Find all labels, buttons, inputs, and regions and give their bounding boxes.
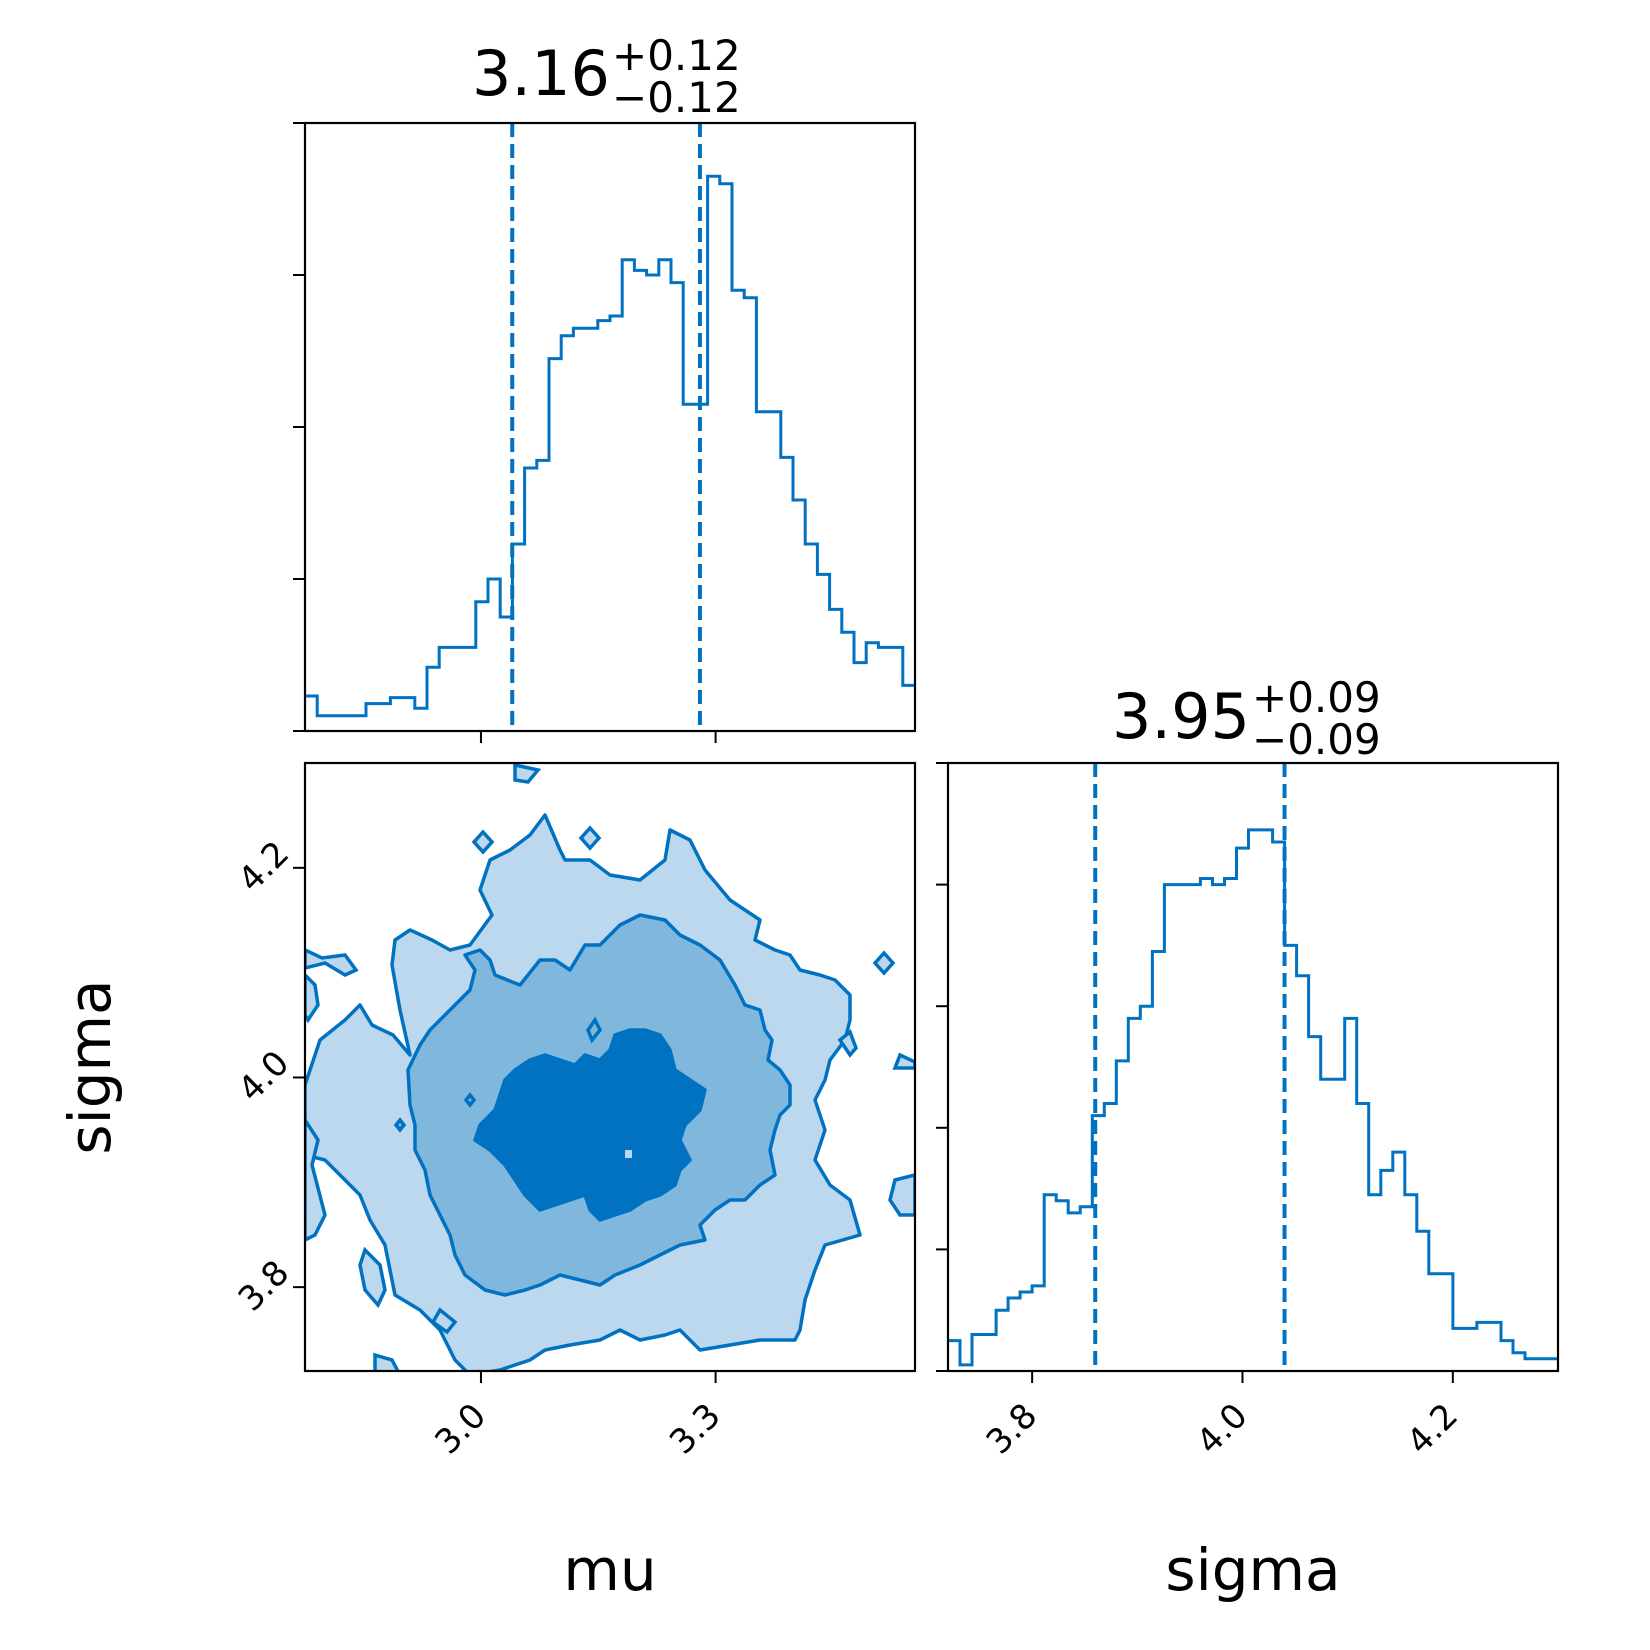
- x-tick-label: 3.8: [979, 1396, 1046, 1463]
- x-tick-label: 4.2: [1399, 1396, 1466, 1463]
- histogram-step-line: [948, 828, 1558, 1367]
- contour-outer-blob: [305, 1116, 327, 1242]
- sigma-histogram-panel: 3.95 +0.09 −0.09 3.8 4.0 4.2 sigma: [936, 673, 1560, 1604]
- contour-middle-blob: [586, 1016, 603, 1044]
- contour-outer-blob: [578, 825, 602, 851]
- sigma-title-minus: −0.09: [1252, 715, 1381, 764]
- mu-histogram-panel: 3.16 +0.12 −0.12: [293, 31, 917, 743]
- contour-middle-blob: [393, 1117, 407, 1133]
- contour-middle-blob: [463, 1092, 477, 1108]
- joint-contour-panel: 3.0 3.3 3.8 4.0 4.2 mu sigma: [56, 761, 917, 1604]
- sigma-histogram-ticks: 3.8 4.0 4.2: [936, 762, 1466, 1463]
- mu-title-plus: +0.12: [612, 31, 741, 80]
- contour-outer-blob: [892, 1052, 915, 1070]
- joint-ylabel: sigma: [56, 979, 124, 1154]
- contour-outer-blob: [430, 1307, 458, 1335]
- mu-histogram-frame: [303, 121, 917, 733]
- contour-outer-blob: [373, 1352, 400, 1371]
- contour-outer-blob: [305, 948, 359, 977]
- y-tick-label: 4.2: [231, 834, 298, 901]
- mu-histogram: [305, 123, 915, 731]
- contour-outer-blob: [305, 972, 320, 1024]
- sigma-histogram-frame: [946, 761, 1560, 1373]
- y-tick-label: 4.0: [231, 1043, 298, 1110]
- mu-title-value: 3.16: [472, 37, 610, 110]
- joint-contour-frame: [303, 761, 917, 1373]
- histogram-step-line: [305, 174, 915, 718]
- contour-outer-blob: [872, 950, 896, 976]
- mu-title-minus: −0.12: [612, 73, 741, 122]
- x-tick-label: 3.3: [662, 1396, 729, 1463]
- sigma-histogram: [948, 763, 1558, 1371]
- contour-inner-hole: [625, 1150, 632, 1158]
- sigma-xlabel: sigma: [1165, 1536, 1340, 1604]
- joint-contours: [305, 763, 915, 1371]
- contour-inner: [473, 1028, 707, 1222]
- contour-outer-blob: [358, 1246, 387, 1309]
- contour-outer-blob: [471, 829, 495, 855]
- contour-inner-hole: [600, 1035, 608, 1045]
- contour-outer-blob: [837, 1029, 859, 1058]
- sigma-title-plus: +0.09: [1252, 673, 1381, 722]
- y-tick-label: 3.8: [231, 1253, 298, 1320]
- joint-xlabel: mu: [563, 1536, 656, 1604]
- mu-histogram-ticks: [293, 122, 717, 743]
- contour-outer-blob: [513, 763, 542, 784]
- contour-outer-blob: [888, 1173, 915, 1217]
- x-tick-label: 3.0: [428, 1396, 495, 1463]
- x-tick-label: 4.0: [1189, 1396, 1256, 1463]
- sigma-title-value: 3.95: [1112, 680, 1250, 753]
